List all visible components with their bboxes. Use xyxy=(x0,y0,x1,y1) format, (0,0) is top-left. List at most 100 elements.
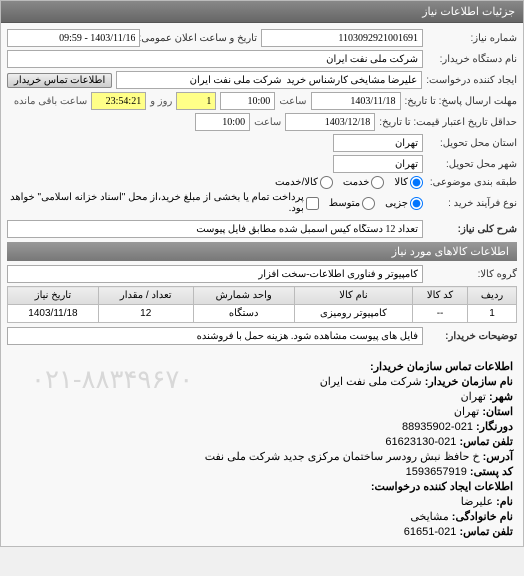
process-type-group: جزیی متوسط پرداخت تمام یا بخشی از مبلغ خ… xyxy=(7,192,423,214)
radio-medium-input[interactable] xyxy=(362,197,375,210)
address-label: آدرس: xyxy=(483,451,513,463)
creator-section-text: اطلاعات ایجاد کننده درخواست: xyxy=(371,481,513,493)
need-desc-label: شرح کلی نیاز: xyxy=(427,224,517,235)
contact-block: ۰۲۱-۸۸۳۴۹۶۷۰ اطلاعات تماس سازمان خریدار:… xyxy=(1,354,523,546)
line-province: استان: تهران xyxy=(11,405,513,418)
org-value: شرکت ملی نفت ایران xyxy=(320,376,422,388)
row-province: استان محل تحویل: xyxy=(7,134,517,152)
subject-type-group: کالا خدمت کالا/خدمت xyxy=(275,176,423,189)
reply-time-field[interactable] xyxy=(220,92,275,110)
line-postal: کد پستی: 1593657919 xyxy=(11,465,513,478)
name-value: علیرضا xyxy=(461,496,493,508)
creator-label: ایجاد کننده درخواست: xyxy=(426,75,517,86)
row-creator: ایجاد کننده درخواست: اطلاعات تماس خریدار xyxy=(7,71,517,89)
radio-medium[interactable]: متوسط xyxy=(329,197,375,210)
fax-value: 021-61623130 xyxy=(385,436,456,448)
td-4: 12 xyxy=(98,305,193,323)
buyer-label: نام دستگاه خریدار: xyxy=(427,54,517,65)
valid-until-label: حداقل تاریخ اعتبار قیمت: تا تاریخ: xyxy=(379,117,517,128)
row-valid-deadline: حداقل تاریخ اعتبار قیمت: تا تاریخ: ساعت xyxy=(7,113,517,131)
goods-group-label: گروه کالا: xyxy=(427,269,517,280)
radio-service[interactable]: خدمت xyxy=(343,176,385,189)
th-0: ردیف xyxy=(468,287,517,305)
details-panel: جزئیات اطلاعات نیاز شماره نیاز: تاریخ و … xyxy=(0,0,524,547)
lastname-label: نام خانوادگی: xyxy=(452,511,513,523)
row-subject-type: طبقه بندی موضوعی: کالا خدمت کالا/خدمت xyxy=(7,176,517,189)
remain-time-field[interactable] xyxy=(91,92,146,110)
phone-label: دورنگار: xyxy=(476,421,513,433)
th-3: واحد شمارش xyxy=(193,287,294,305)
radio-goods-input[interactable] xyxy=(410,176,423,189)
valid-time-field[interactable] xyxy=(195,113,250,131)
announce-label: تاریخ و ساعت اعلان عمومی: xyxy=(144,33,257,44)
contact-province-label: استان: xyxy=(482,406,513,418)
line-name: نام: علیرضا xyxy=(11,495,513,508)
check-treasury-input[interactable] xyxy=(306,197,319,210)
day-count-field[interactable] xyxy=(176,92,216,110)
buyer-field[interactable] xyxy=(7,50,423,68)
radio-minor-input[interactable] xyxy=(410,197,423,210)
subject-type-label: طبقه بندی موضوعی: xyxy=(427,177,517,188)
fax-label: تلفن تماس: xyxy=(459,436,513,448)
table-row[interactable]: 1 -- کامپیوتر رومیزی دستگاه 12 1403/11/1… xyxy=(8,305,517,323)
line-contact-phone: تلفن تماس: 021-61651 xyxy=(11,525,513,538)
row-city: شهر محل تحویل: xyxy=(7,155,517,173)
reply-date-field[interactable] xyxy=(311,92,401,110)
radio-goods-service[interactable]: کالا/خدمت xyxy=(275,176,333,189)
radio-service-input[interactable] xyxy=(371,176,384,189)
line-lastname: نام خانوادگی: مشایخی xyxy=(11,510,513,523)
reply-until-label: مهلت ارسال پاسخ: تا تاریخ: xyxy=(405,96,517,107)
org-label: نام سازمان خریدار: xyxy=(425,376,513,388)
radio-minor[interactable]: جزیی xyxy=(385,197,423,210)
radio-goods[interactable]: کالا xyxy=(394,176,423,189)
contact-phone-value: 021-61651 xyxy=(404,526,457,538)
th-5: تاریخ نیاز xyxy=(8,287,99,305)
th-2: نام کالا xyxy=(294,287,412,305)
day-label: روز و xyxy=(150,96,172,107)
goods-group-field[interactable] xyxy=(7,265,423,283)
contact-section-title-text: اطلاعات تماس سازمان خریدار: xyxy=(370,361,513,373)
buyer-notes-field[interactable] xyxy=(7,327,423,345)
row-need-desc: شرح کلی نیاز: xyxy=(7,220,517,238)
line-address: آدرس: خ حافظ نبش رودسر ساختمان مرکزی جدی… xyxy=(11,450,513,463)
need-desc-field[interactable] xyxy=(7,220,423,238)
row-goods-group: گروه کالا: xyxy=(7,265,517,283)
row-buyer-notes: توضیحات خریدار: xyxy=(7,327,517,345)
td-2: کامپیوتر رومیزی xyxy=(294,305,412,323)
line-fax: تلفن تماس: 021-61623130 xyxy=(11,435,513,448)
contact-buyer-button[interactable]: اطلاعات تماس خریدار xyxy=(7,73,112,88)
line-org: نام سازمان خریدار: شرکت ملی نفت ایران xyxy=(11,375,513,388)
contact-phone-label: تلفن تماس: xyxy=(459,526,513,538)
radio-service-label: خدمت xyxy=(343,177,370,188)
row-buyer: نام دستگاه خریدار: xyxy=(7,50,517,68)
announce-field[interactable] xyxy=(7,29,140,47)
treasury-note: پرداخت تمام یا بخشی از مبلغ خرید،از محل … xyxy=(7,192,304,214)
address-value: خ حافظ نبش رودسر ساختمان مرکزی جدید شرکت… xyxy=(205,451,480,463)
radio-goods-service-input[interactable] xyxy=(320,176,333,189)
check-treasury[interactable]: پرداخت تمام یا بخشی از مبلغ خرید،از محل … xyxy=(7,192,319,214)
reqnum-field[interactable] xyxy=(261,29,423,47)
creator-field[interactable] xyxy=(116,71,422,89)
postal-label: کد پستی: xyxy=(470,466,513,478)
line-phone: دورنگار: 021-88935902 xyxy=(11,420,513,433)
goods-section-title: اطلاعات کالاهای مورد نیاز xyxy=(7,242,517,261)
remain-label: ساعت باقی مانده xyxy=(14,96,87,107)
goods-table: ردیف کد کالا نام کالا واحد شمارش تعداد /… xyxy=(7,286,517,323)
city-field[interactable] xyxy=(333,155,423,173)
row-reply-deadline: مهلت ارسال پاسخ: تا تاریخ: ساعت روز و سا… xyxy=(7,92,517,110)
form-area: شماره نیاز: تاریخ و ساعت اعلان عمومی: نا… xyxy=(1,23,523,354)
time-label-2: ساعت xyxy=(254,117,281,128)
city-label: شهر محل تحویل: xyxy=(427,159,517,170)
line-city: شهر: تهران xyxy=(11,390,513,403)
province-field[interactable] xyxy=(333,134,423,152)
buyer-notes-label: توضیحات خریدار: xyxy=(427,331,517,342)
td-5: 1403/11/18 xyxy=(8,305,99,323)
td-0: 1 xyxy=(468,305,517,323)
th-1: کد کالا xyxy=(413,287,468,305)
postal-value: 1593657919 xyxy=(406,466,467,478)
radio-goods-label: کالا xyxy=(394,177,408,188)
row-process-type: نوع فرآیند خرید : جزیی متوسط پرداخت تمام… xyxy=(7,192,517,214)
valid-date-field[interactable] xyxy=(285,113,375,131)
province-label: استان محل تحویل: xyxy=(427,138,517,149)
time-label-1: ساعت xyxy=(279,96,306,107)
